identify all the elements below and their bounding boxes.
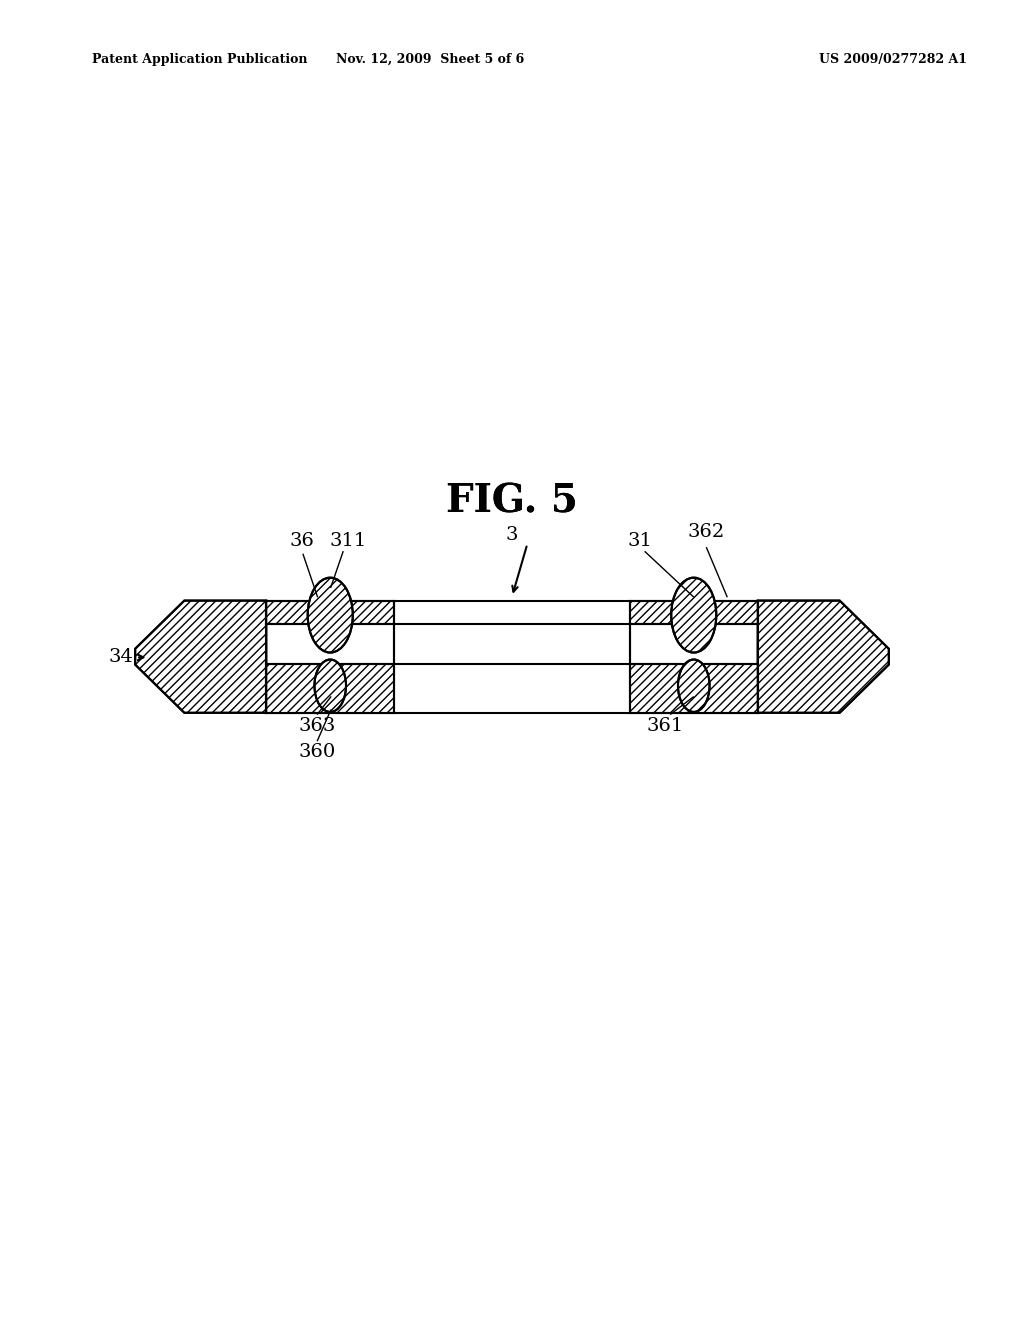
Text: 360: 360 bbox=[299, 743, 336, 762]
Text: FIG. 5: FIG. 5 bbox=[446, 483, 578, 520]
Ellipse shape bbox=[678, 660, 710, 711]
Text: US 2009/0277282 A1: US 2009/0277282 A1 bbox=[819, 53, 968, 66]
Ellipse shape bbox=[307, 578, 352, 652]
Text: Nov. 12, 2009  Sheet 5 of 6: Nov. 12, 2009 Sheet 5 of 6 bbox=[336, 53, 524, 66]
Ellipse shape bbox=[314, 660, 346, 711]
Text: 362: 362 bbox=[688, 523, 725, 541]
Text: FIG. 5: FIG. 5 bbox=[446, 483, 578, 520]
Text: 34: 34 bbox=[109, 648, 133, 667]
Polygon shape bbox=[266, 601, 394, 624]
Text: 3: 3 bbox=[506, 525, 518, 544]
Text: 31: 31 bbox=[628, 532, 652, 550]
Polygon shape bbox=[630, 601, 758, 624]
Polygon shape bbox=[758, 601, 889, 713]
Text: Patent Application Publication: Patent Application Publication bbox=[92, 53, 307, 66]
Text: 363: 363 bbox=[299, 717, 336, 735]
Ellipse shape bbox=[672, 578, 717, 652]
Text: 36: 36 bbox=[290, 532, 314, 550]
Polygon shape bbox=[135, 601, 266, 713]
Text: 311: 311 bbox=[330, 532, 367, 550]
Polygon shape bbox=[630, 664, 758, 713]
Text: 361: 361 bbox=[647, 717, 684, 735]
Bar bbox=[394, 624, 630, 664]
Polygon shape bbox=[266, 664, 394, 713]
